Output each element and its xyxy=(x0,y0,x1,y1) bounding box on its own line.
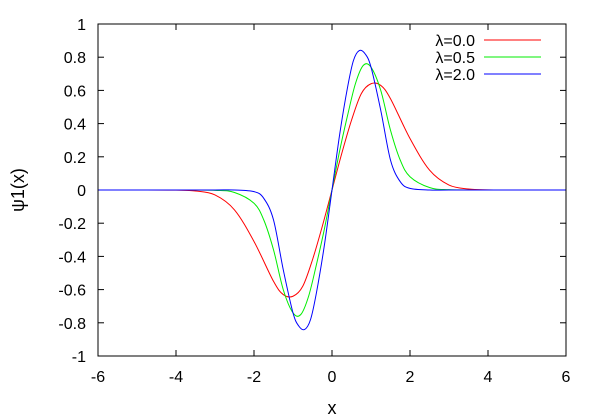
x-axis-title: x xyxy=(328,398,337,418)
legend-label: λ=2.0 xyxy=(435,67,475,84)
y-tick-label: -0.8 xyxy=(58,316,86,333)
y-tick-label: -0.6 xyxy=(58,283,86,300)
legend: λ=0.0λ=0.5λ=2.0 xyxy=(435,33,541,84)
y-tick-label: -0.2 xyxy=(58,216,86,233)
x-tick-label: 6 xyxy=(562,369,571,386)
x-tick-label: 4 xyxy=(484,369,493,386)
ticks-layer: -6 -4 -2 0 2 4 6 -1 -0.8 -0.6 -0.4 -0.2 0 0.2 0.4 0.6 0.… xyxy=(58,17,570,386)
y-tick-label: 0 xyxy=(77,183,86,200)
series-line-2 xyxy=(97,49,566,331)
series-layer xyxy=(97,49,567,331)
legend-label: λ=0.5 xyxy=(435,50,475,67)
y-tick-label: 0.6 xyxy=(64,83,86,100)
x-tick-label: -4 xyxy=(169,369,183,386)
y-tick-label: 0.2 xyxy=(64,150,86,167)
y-tick-label: 1 xyxy=(77,17,86,34)
y-axis-title: ψ1(x) xyxy=(8,168,28,212)
x-tick-label: 0 xyxy=(328,369,337,386)
legend-label: λ=0.0 xyxy=(435,33,475,50)
plot-frame xyxy=(97,23,567,357)
x-tick-label: 2 xyxy=(406,369,415,386)
y-tick-label: 0.4 xyxy=(64,117,86,134)
y-tick-label: -0.4 xyxy=(58,249,86,266)
x-tick-label: -2 xyxy=(247,369,261,386)
y-tick-label: 0.8 xyxy=(64,50,86,67)
x-tick-label: -6 xyxy=(91,369,105,386)
y-tick-label: -1 xyxy=(72,349,86,366)
